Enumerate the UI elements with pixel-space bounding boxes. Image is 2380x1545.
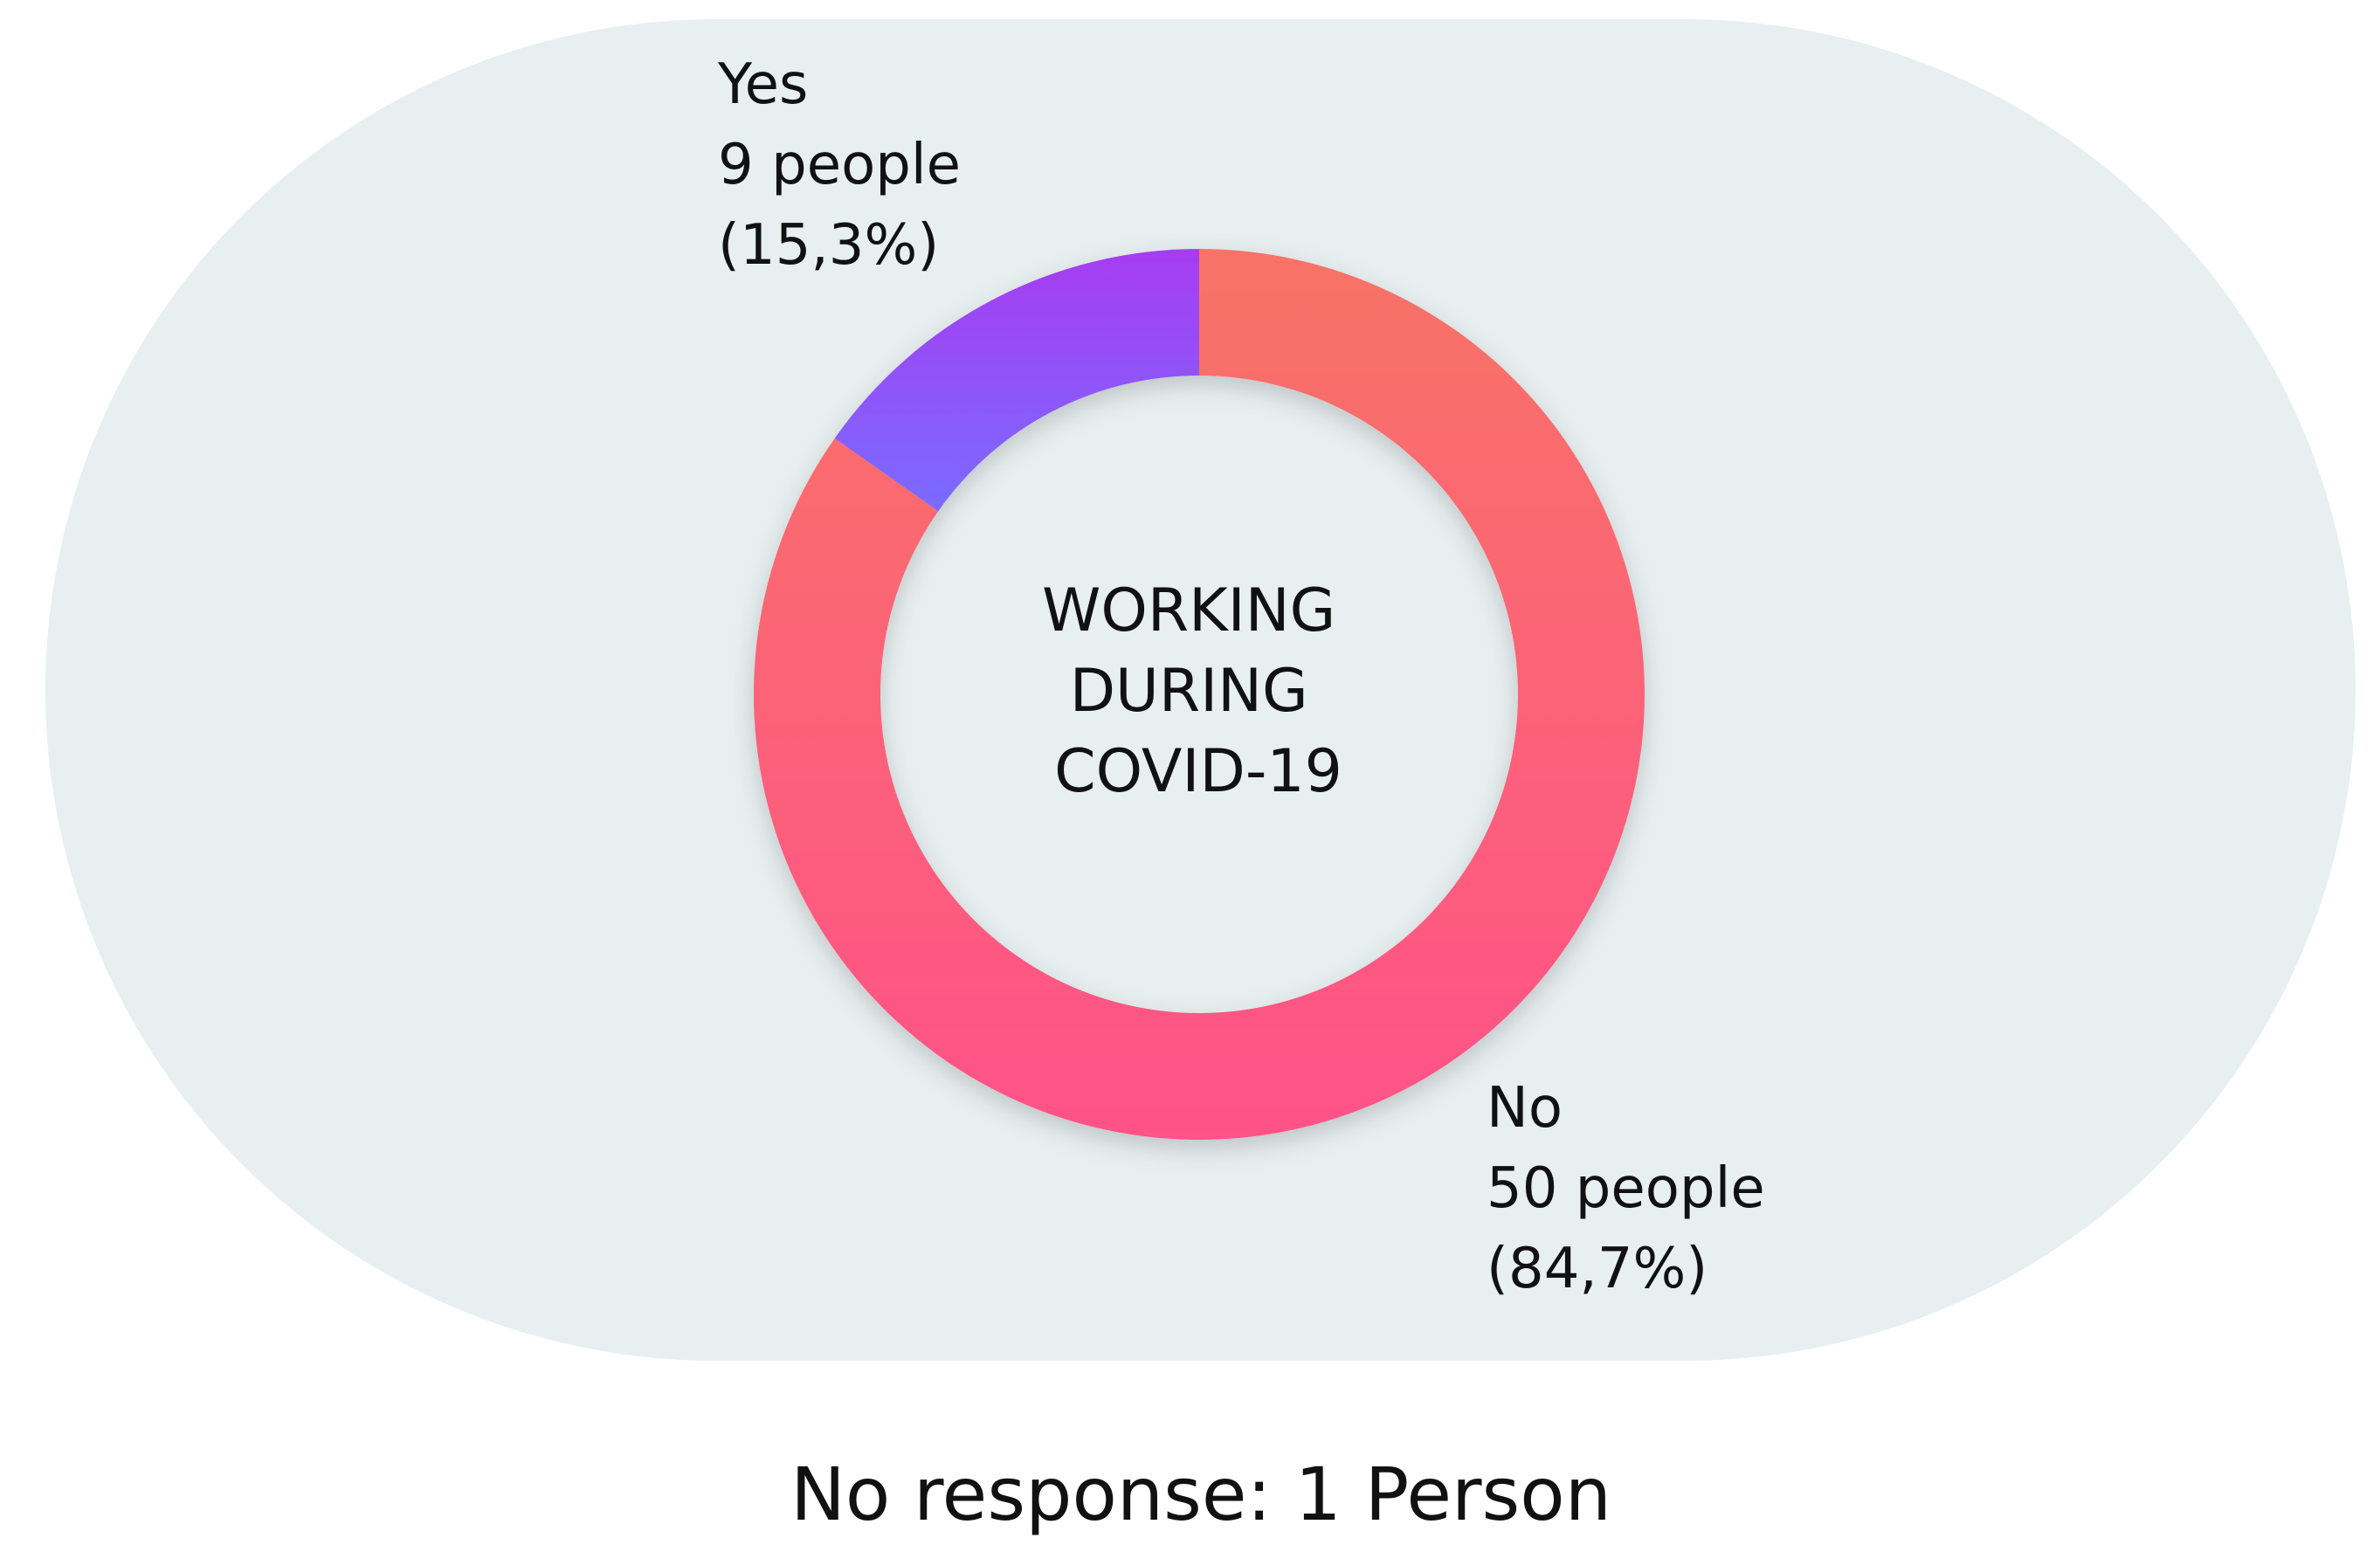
donut-ring xyxy=(754,249,1645,1140)
no-response-footnote: No response: 1 Person xyxy=(790,1452,1611,1537)
slice-label-no: No 50 people (84,7%) xyxy=(1487,1076,1783,1301)
center-title-line-3: COVID-19 xyxy=(1054,737,1342,806)
center-title-line-2: DURING xyxy=(1070,657,1308,726)
slice-label-yes-category: Yes xyxy=(717,52,808,117)
slice-label-yes-count: 9 people xyxy=(718,133,961,197)
slice-label-yes-percent: (15,3%) xyxy=(718,213,939,278)
slice-label-no-count: 50 people xyxy=(1487,1156,1765,1221)
slice-label-no-category: No xyxy=(1487,1076,1563,1141)
donut-slice-yes xyxy=(834,249,1199,512)
slice-label-no-percent: (84,7%) xyxy=(1487,1237,1707,1301)
center-title: WORKING DURING COVID-19 xyxy=(1042,576,1355,806)
chart-background xyxy=(45,19,2356,1361)
center-title-line-1: WORKING xyxy=(1042,576,1335,645)
slice-label-yes: Yes 9 people (15,3%) xyxy=(717,52,978,278)
